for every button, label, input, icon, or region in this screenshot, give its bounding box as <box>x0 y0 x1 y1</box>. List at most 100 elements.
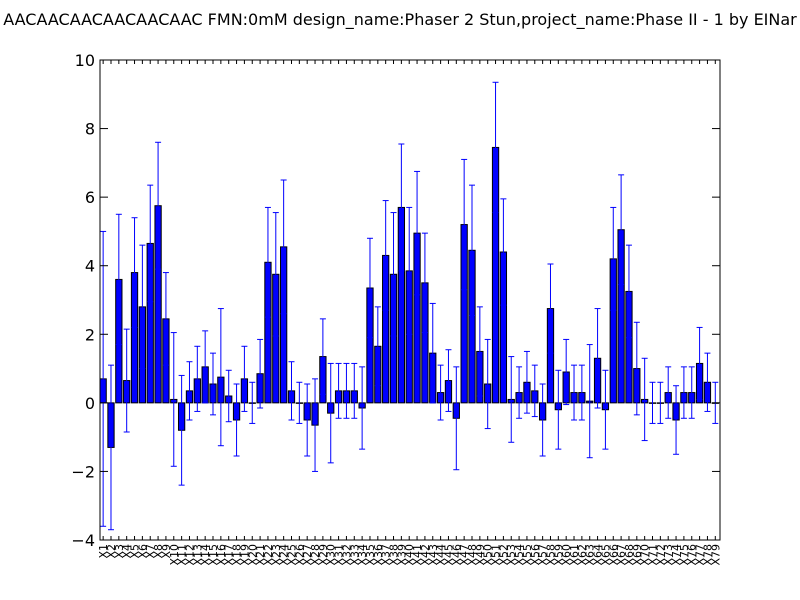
x-tick-label: X77 <box>694 544 707 566</box>
x-tick-label: X62 <box>576 544 589 566</box>
y-tick-label: 0 <box>85 394 95 413</box>
error-bar-X65 <box>602 369 609 450</box>
x-tick-label: X14 <box>199 544 212 566</box>
x-tick-label: X29 <box>317 544 330 566</box>
x-tick-label: X19 <box>238 544 251 566</box>
x-tick-label: X66 <box>607 544 620 566</box>
error-bar-X21 <box>257 338 264 409</box>
error-bar-X13 <box>194 345 201 412</box>
error-bar-X37 <box>382 200 389 311</box>
error-bar-X52 <box>500 198 507 306</box>
error-bar-X78 <box>704 352 711 412</box>
error-bar-X43 <box>429 302 436 404</box>
error-bar-X12 <box>186 361 193 421</box>
x-tick-label: X35 <box>364 544 377 566</box>
x-tick-label: X11 <box>176 544 189 566</box>
x-tick-label: X56 <box>529 544 542 566</box>
x-tick-label: X54 <box>513 544 526 566</box>
error-bar-X48 <box>469 184 475 316</box>
x-tick-label: X50 <box>482 544 495 566</box>
error-bar-X23 <box>272 212 279 337</box>
x-tick-label: X51 <box>490 544 503 566</box>
x-tick-label: X39 <box>395 544 408 566</box>
error-bar-X33 <box>351 362 358 419</box>
error-bar-X31 <box>335 362 342 419</box>
error-bar-X70 <box>641 357 648 442</box>
error-bar-X3 <box>115 213 122 346</box>
error-bar-X57 <box>539 383 546 457</box>
error-bar-X60 <box>563 338 570 406</box>
error-bar-X35 <box>366 237 373 339</box>
error-bar-X27 <box>304 383 311 457</box>
y-tick-label: 6 <box>85 188 95 207</box>
error-bar-X28 <box>312 378 319 472</box>
error-bar-X53 <box>508 356 515 443</box>
x-tick-label: X36 <box>372 544 385 566</box>
y-tick-label: 10 <box>75 51 95 70</box>
x-tick-label: X27 <box>301 544 314 566</box>
error-bar-X77 <box>696 326 703 400</box>
x-tick-label: X1 <box>97 544 110 559</box>
x-tick-label: X60 <box>560 544 573 566</box>
chart-title: AACAACAACAACAACAAC FMN:0mM design_name:P… <box>3 10 797 30</box>
x-tick-label: X65 <box>599 544 612 566</box>
x-tick-label: X73 <box>662 544 675 566</box>
error-bar-X71 <box>649 381 656 424</box>
x-tick-label: X20 <box>246 544 259 566</box>
x-tick-label: X76 <box>686 544 699 566</box>
x-tick-label: X49 <box>474 544 487 566</box>
x-tick-label: X37 <box>380 544 393 566</box>
error-bar-X15 <box>210 352 217 416</box>
error-bar-X4 <box>123 328 130 433</box>
x-tick-label: X67 <box>615 544 628 566</box>
error-bars-group <box>100 81 719 531</box>
x-tick-label: X5 <box>129 544 142 559</box>
error-bar-X38 <box>390 212 397 337</box>
x-tick-label: X47 <box>458 544 471 566</box>
error-bar-X39 <box>398 143 405 272</box>
error-bar-X30 <box>327 362 334 464</box>
x-tick-label: X61 <box>568 544 581 566</box>
error-bar-X32 <box>343 362 350 419</box>
x-ticks-group: X1X2X3X4X5X6X7X8X9X10X11X12X13X14X15X16X… <box>97 544 722 566</box>
error-bar-X50 <box>484 338 491 430</box>
error-bar-X25 <box>288 361 295 421</box>
error-bar-X56 <box>531 364 538 418</box>
error-bar-X69 <box>633 321 640 416</box>
x-tick-label: X24 <box>278 544 291 566</box>
error-bar-X17 <box>225 369 232 423</box>
error-bar-X14 <box>202 330 209 404</box>
axes-group <box>99 59 721 541</box>
error-bar-X64 <box>594 308 601 409</box>
x-tick-label: X6 <box>136 544 149 559</box>
error-bar-X76 <box>688 366 695 419</box>
error-bar-X26 <box>296 381 303 424</box>
x-tick-label: X28 <box>309 544 322 566</box>
x-tick-label: X30 <box>325 544 338 566</box>
x-tick-label: X13 <box>191 544 204 566</box>
x-tick-label: X63 <box>584 544 597 566</box>
error-bar-X72 <box>657 381 664 424</box>
error-bar-X20 <box>249 381 256 424</box>
x-tick-label: X57 <box>537 544 550 566</box>
error-bar-X29 <box>319 318 326 395</box>
x-tick-label: X52 <box>497 544 510 566</box>
y-tick-label: −4 <box>71 531 95 550</box>
error-bar-X58 <box>547 263 554 354</box>
error-bar-X49 <box>476 306 483 397</box>
error-bar-X42 <box>421 232 428 334</box>
x-tick-label: X74 <box>670 544 683 566</box>
error-bar-X67 <box>618 174 625 286</box>
x-tick-label: X25 <box>285 544 298 566</box>
error-bar-X40 <box>406 206 413 335</box>
plot-frame <box>99 59 721 541</box>
x-tick-label: X9 <box>160 544 173 559</box>
error-bar-X63 <box>586 344 593 459</box>
x-tick-label: X31 <box>333 544 346 566</box>
error-bar-X2 <box>107 364 114 531</box>
x-tick-label: X34 <box>356 544 369 566</box>
error-bar-X22 <box>264 206 271 318</box>
y-tick-label: 2 <box>85 325 95 344</box>
error-bar-X45 <box>445 349 452 412</box>
